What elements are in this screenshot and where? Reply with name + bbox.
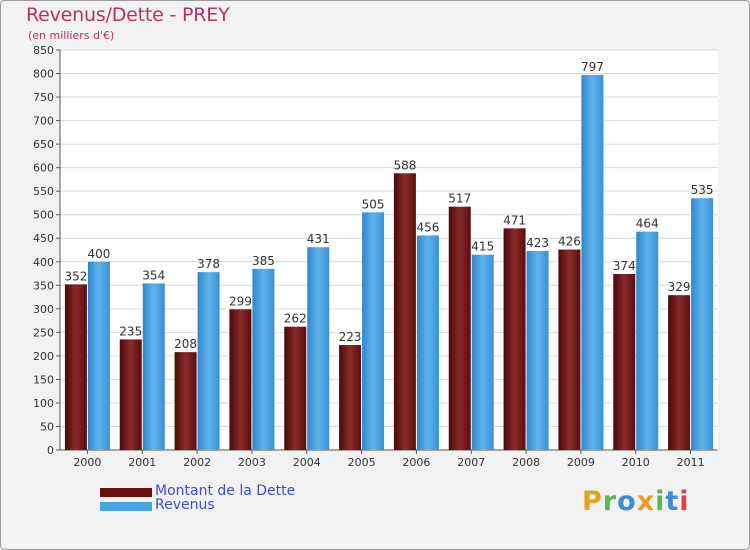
y-tick-label: 750 — [33, 91, 54, 104]
bar-dette — [613, 274, 636, 450]
bar-dette — [229, 309, 252, 450]
data-label: 471 — [503, 213, 526, 227]
legend-label-dette: Montant de la Dette — [155, 483, 296, 499]
data-label: 464 — [636, 217, 659, 231]
bar-revenus — [471, 254, 494, 450]
logo-letter: i — [655, 486, 666, 517]
bar-revenus — [636, 231, 659, 450]
data-label: 352 — [64, 269, 87, 283]
x-tick-label: 2008 — [512, 456, 540, 469]
legend-label-revenus: Revenus — [155, 497, 215, 513]
data-label: 423 — [526, 236, 549, 250]
data-label: 329 — [668, 280, 691, 294]
y-tick-label: 600 — [33, 162, 54, 175]
data-label: 354 — [142, 268, 165, 282]
data-label: 299 — [229, 294, 252, 308]
data-label: 378 — [197, 257, 220, 271]
bar-dette — [668, 295, 691, 450]
bar-dette — [64, 284, 87, 450]
data-label: 262 — [284, 312, 307, 326]
proxiti-logo: Proxiti — [582, 486, 690, 517]
data-label: 208 — [174, 337, 197, 351]
y-tick-label: 50 — [40, 420, 54, 433]
data-label: 223 — [339, 330, 362, 344]
bar-dette — [284, 326, 307, 450]
bar-revenus — [416, 235, 439, 450]
bar-dette — [393, 173, 416, 450]
logo-letter: t — [665, 486, 680, 517]
x-tick-label: 2006 — [402, 456, 430, 469]
bar-revenus — [362, 212, 385, 450]
bar-dette — [558, 249, 581, 450]
data-label: 415 — [471, 240, 494, 254]
x-tick-label: 2010 — [622, 456, 650, 469]
y-tick-label: 850 — [33, 44, 54, 57]
data-label: 456 — [416, 220, 439, 234]
legend-swatch-dette — [100, 488, 152, 497]
x-tick-label: 2009 — [567, 456, 595, 469]
bar-dette — [448, 206, 471, 450]
plot-area — [60, 50, 718, 450]
y-tick-label: 450 — [33, 232, 54, 245]
data-label: 426 — [558, 235, 581, 249]
logo-letter: r — [602, 486, 618, 517]
y-tick-label: 700 — [33, 115, 54, 128]
bar-dette — [339, 345, 362, 450]
y-tick-label: 800 — [33, 68, 54, 81]
logo-letter: o — [617, 486, 637, 517]
x-tick-label: 2011 — [677, 456, 705, 469]
x-tick-label: 2004 — [293, 456, 321, 469]
y-tick-label: 300 — [33, 303, 54, 316]
bar-revenus — [691, 198, 714, 450]
bar-revenus — [252, 268, 275, 450]
y-tick-label: 550 — [33, 185, 54, 198]
x-tick-label: 2007 — [457, 456, 485, 469]
x-tick-label: 2001 — [128, 456, 156, 469]
y-tick-label: 250 — [33, 326, 54, 339]
bar-revenus — [142, 283, 165, 450]
logo-letter: i — [679, 486, 690, 517]
y-tick-label: 200 — [33, 350, 54, 363]
bar-dette — [119, 339, 142, 450]
y-tick-label: 500 — [33, 209, 54, 222]
chart-title: Revenus/Dette - PREY — [26, 4, 230, 26]
bar-dette — [174, 352, 197, 450]
data-label: 517 — [448, 192, 471, 206]
data-label: 588 — [393, 158, 416, 172]
x-tick-label: 2002 — [183, 456, 211, 469]
y-tick-label: 350 — [33, 279, 54, 292]
data-label: 797 — [581, 60, 604, 74]
data-label: 535 — [691, 183, 714, 197]
bar-revenus — [581, 74, 604, 451]
data-label: 374 — [613, 259, 636, 273]
legend-item-revenus: Revenus — [100, 497, 360, 513]
logo-letter: P — [582, 486, 603, 517]
data-label: 505 — [362, 197, 385, 211]
x-tick-label: 2005 — [348, 456, 376, 469]
y-tick-label: 0 — [47, 444, 54, 457]
bar-dette — [503, 228, 526, 450]
data-label: 235 — [119, 324, 142, 338]
bar-revenus — [526, 250, 549, 450]
bar-revenus — [307, 247, 330, 450]
data-label: 385 — [252, 254, 275, 268]
legend-item-dette: Montant de la Dette — [100, 483, 360, 499]
y-tick-label: 400 — [33, 256, 54, 269]
data-label: 400 — [87, 247, 110, 261]
data-label: 431 — [307, 232, 330, 246]
y-tick-label: 100 — [33, 397, 54, 410]
x-tick-label: 2000 — [73, 456, 101, 469]
chart-subtitle: (en milliers d'€) — [28, 29, 115, 42]
logo-letter: x — [636, 486, 656, 517]
bar-revenus — [197, 272, 220, 450]
legend-swatch-revenus — [100, 502, 152, 511]
bar-revenus — [87, 261, 110, 450]
y-tick-label: 150 — [33, 373, 54, 386]
y-tick-label: 650 — [33, 138, 54, 151]
x-tick-label: 2003 — [238, 456, 266, 469]
